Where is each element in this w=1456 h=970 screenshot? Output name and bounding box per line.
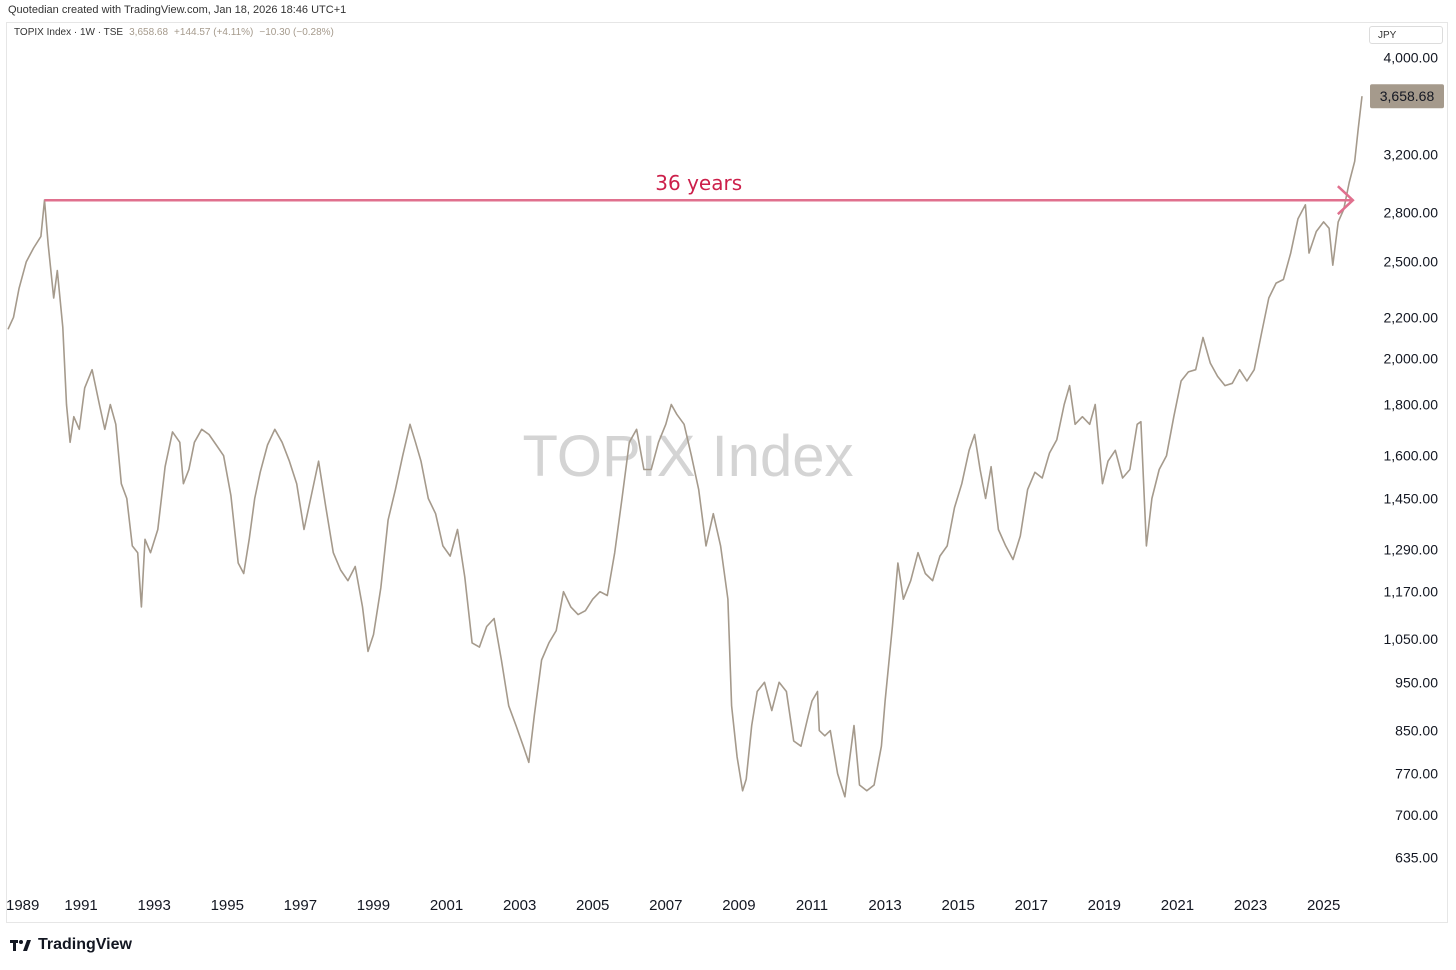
x-tick-label: 2015 bbox=[941, 897, 974, 914]
x-tick-label: 1989 bbox=[6, 897, 39, 914]
footer-brand: TradingView bbox=[10, 936, 132, 954]
x-tick-label: 2025 bbox=[1307, 897, 1340, 914]
x-tick-label: 1999 bbox=[357, 897, 390, 914]
x-tick-label: 2009 bbox=[722, 897, 755, 914]
chart-frame bbox=[6, 22, 1448, 923]
x-tick-label: 2007 bbox=[649, 897, 682, 914]
x-tick-label: 2013 bbox=[868, 897, 901, 914]
x-tick-label: 1995 bbox=[211, 897, 244, 914]
y-tick-label: 1,600.00 bbox=[1384, 448, 1439, 464]
x-tick-label: 1993 bbox=[137, 897, 170, 914]
change-text: +144.57 (+4.11%) bbox=[174, 27, 254, 38]
x-tick-label: 2017 bbox=[1015, 897, 1048, 914]
y-tick-label: 3,200.00 bbox=[1384, 146, 1439, 162]
y-tick-label: 1,450.00 bbox=[1384, 490, 1439, 506]
symbol-legend[interactable]: TOPIX Index · 1W · TSE 3,658.68 +144.57 … bbox=[14, 27, 334, 38]
x-tick-label: 2011 bbox=[796, 897, 828, 914]
y-tick-label: 2,800.00 bbox=[1384, 204, 1439, 220]
x-tick-label: 2005 bbox=[576, 897, 609, 914]
x-tick-label: 1991 bbox=[64, 897, 97, 914]
y-tick-label: 1,290.00 bbox=[1384, 541, 1439, 557]
y-tick-label: 850.00 bbox=[1395, 723, 1438, 739]
annotation-arrow-head bbox=[1337, 185, 1355, 216]
y-tick-label: 950.00 bbox=[1395, 674, 1438, 690]
y-tick-label: 700.00 bbox=[1395, 807, 1438, 823]
last-price-tag-label: 3,658.68 bbox=[1380, 88, 1435, 104]
x-tick-label: 2019 bbox=[1088, 897, 1121, 914]
x-tick-label: 2003 bbox=[503, 897, 536, 914]
x-tick-label: 2021 bbox=[1161, 897, 1194, 914]
y-tick-label: 2,000.00 bbox=[1384, 351, 1439, 367]
y-tick-label: 1,170.00 bbox=[1384, 584, 1439, 600]
y-tick-label: 1,800.00 bbox=[1384, 396, 1439, 412]
x-tick-label: 1997 bbox=[284, 897, 317, 914]
last-price-text: 3,658.68 bbox=[129, 27, 169, 38]
brand-name: TradingView bbox=[38, 936, 132, 953]
y-tick-label: 2,200.00 bbox=[1384, 309, 1439, 325]
y-tick-label: 2,500.00 bbox=[1384, 254, 1439, 270]
last-price-tag bbox=[1370, 84, 1444, 109]
y-tick-label: 635.00 bbox=[1395, 849, 1438, 865]
y-tick-label: 4,000.00 bbox=[1384, 49, 1439, 65]
price-line bbox=[7, 96, 1363, 798]
after-hours-text: −10.30 (−0.28%) bbox=[259, 27, 334, 38]
watermark-text: TOPIX Index bbox=[523, 424, 854, 489]
y-tick-label: 1,050.00 bbox=[1384, 631, 1439, 647]
x-tick-label: 2001 bbox=[430, 897, 463, 914]
annotation-label: 36 years bbox=[655, 171, 742, 195]
symbol-label: TOPIX Index · 1W · TSE bbox=[14, 27, 124, 38]
x-tick-label: 2023 bbox=[1234, 897, 1267, 914]
currency-selector[interactable]: JPY bbox=[1369, 26, 1443, 44]
tradingview-logo-icon bbox=[10, 940, 31, 951]
attribution-text: Quotedian created with TradingView.com, … bbox=[8, 4, 347, 16]
y-tick-label: 770.00 bbox=[1395, 766, 1438, 782]
